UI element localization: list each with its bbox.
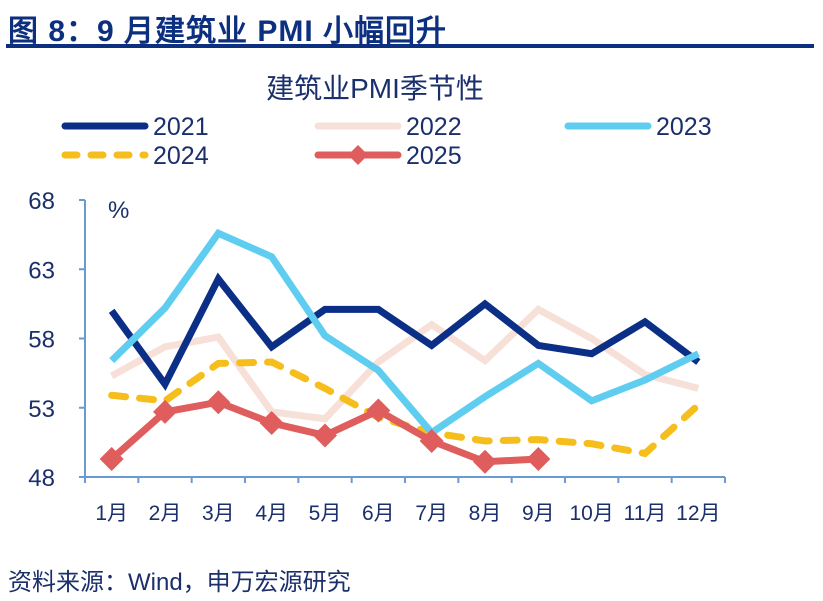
x-tick-label: 3月	[202, 502, 235, 525]
legend-label-2021: 2021	[153, 113, 209, 141]
legend: 2021 2022 2023 2024 2025	[61, 113, 712, 170]
legend-label-2022: 2022	[406, 113, 462, 141]
y-tick-label: 68	[28, 188, 55, 215]
data-point-2025	[419, 428, 444, 453]
series-line-2023	[109, 228, 700, 438]
x-tick-label: 11月	[624, 502, 667, 525]
data-point-2025	[206, 390, 231, 415]
y-tick-label: 53	[28, 396, 55, 423]
x-tick-label: 9月	[522, 502, 555, 525]
legend-item-2024: 2024	[61, 142, 209, 170]
legend-marker-2025	[348, 145, 368, 165]
x-tick-label: 2月	[149, 502, 182, 525]
data-point-2025	[526, 446, 551, 471]
y-tick-label: 48	[28, 465, 55, 492]
data-point-2025	[153, 399, 177, 424]
legend-label-2025: 2025	[406, 142, 462, 170]
y-tick-label: 63	[28, 257, 55, 284]
data-point-2025	[313, 423, 337, 448]
chart-title: 建筑业PMI季节性	[266, 73, 484, 104]
x-tick-label: 6月	[362, 502, 395, 525]
series-2023	[109, 228, 700, 438]
data-point-2025	[259, 410, 284, 435]
data-point-2025	[473, 449, 497, 474]
x-tick-label: 10月	[569, 502, 613, 525]
series-2025	[99, 390, 551, 474]
y-axis-unit-label: %	[108, 197, 129, 224]
source-note: 资料来源：Wind，申万宏源研究	[8, 569, 351, 596]
x-tick-label: 8月	[469, 502, 502, 525]
legend-item-2025: 2025	[314, 142, 462, 170]
legend-label-2023: 2023	[656, 113, 712, 141]
x-tick-label: 12月	[676, 502, 720, 525]
figure-title: 图 8：9 月建筑业 PMI 小幅回升	[8, 15, 448, 48]
series-line-2021	[108, 272, 701, 391]
legend-item-2021: 2021	[61, 113, 209, 141]
legend-label-2024: 2024	[153, 142, 209, 170]
data-point-2025	[366, 398, 391, 423]
x-tick-label: 1月	[95, 502, 128, 525]
series-layer	[99, 228, 702, 474]
y-tick-label: 58	[28, 327, 55, 354]
legend-item-2023: 2023	[564, 113, 712, 141]
legend-item-2022: 2022	[314, 113, 462, 141]
series-2021	[108, 272, 701, 391]
x-tick-label: 4月	[255, 502, 288, 525]
x-tick-label: 7月	[415, 502, 448, 525]
title-divider	[6, 44, 814, 48]
x-tick-label: 5月	[309, 502, 342, 525]
axes: 48 53 58 63 68 1月 2月 3月 4月 5月 6月 7月 8月 9月 10月 11月 12月	[28, 188, 726, 525]
data-point-2025	[99, 446, 124, 471]
